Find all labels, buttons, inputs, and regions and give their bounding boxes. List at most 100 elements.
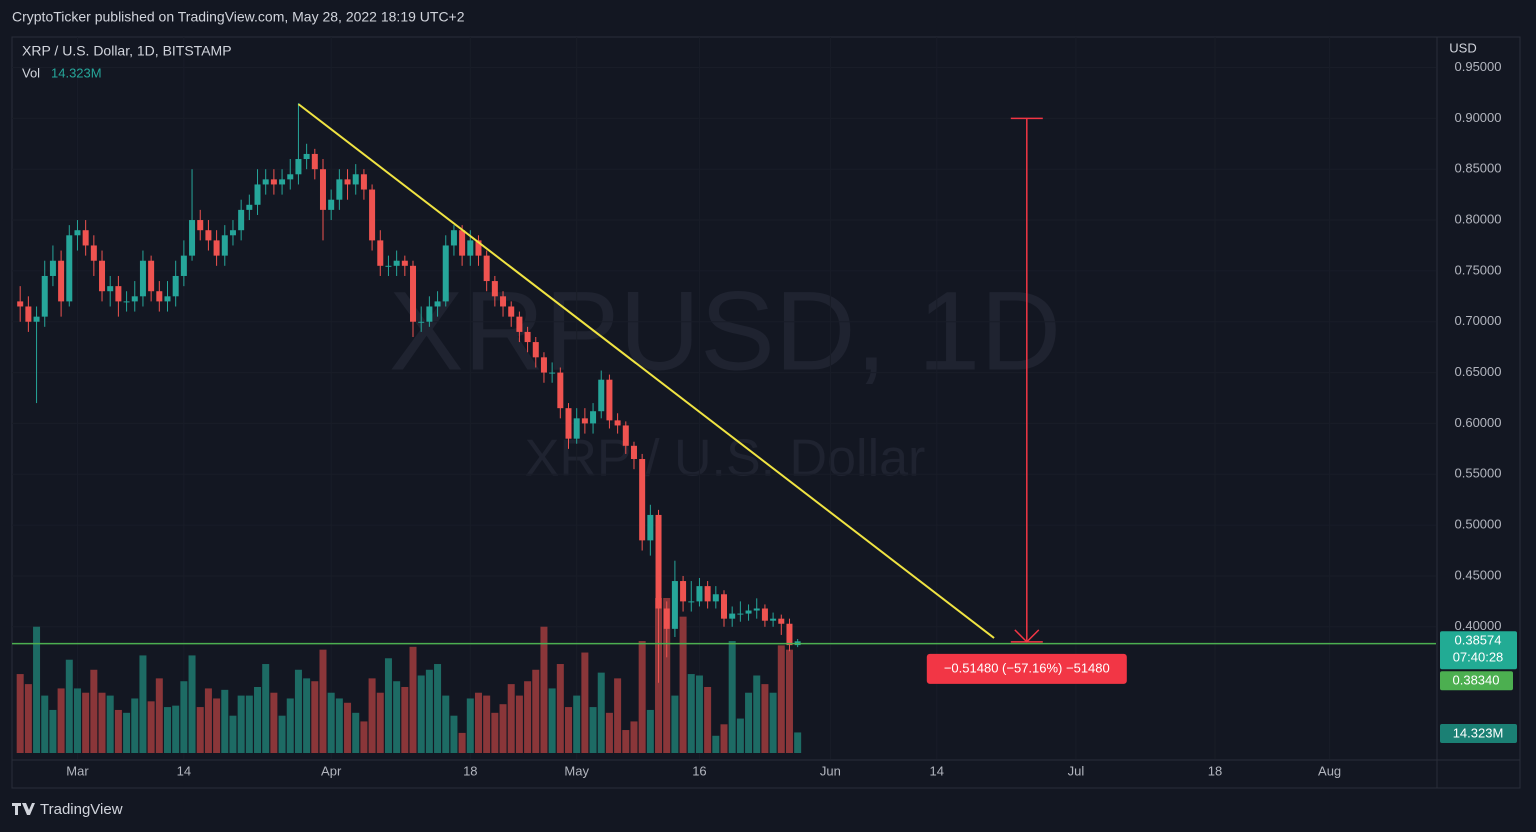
footer-brand: TradingView (40, 801, 123, 818)
candle-body (622, 425, 629, 446)
candle-body (33, 316, 40, 322)
candle-body (606, 379, 613, 421)
candle-body (49, 260, 56, 276)
candle-body (540, 357, 547, 373)
x-tick-label: May (564, 763, 589, 778)
candle-body (532, 342, 539, 358)
candle-body (753, 608, 760, 611)
volume-bar (368, 678, 376, 753)
volume-bar (589, 707, 597, 753)
volume-bar (458, 732, 466, 753)
volume-bar (646, 709, 654, 753)
candle-body (442, 245, 449, 302)
volume-bar (254, 686, 262, 753)
candle-body (279, 179, 286, 185)
x-tick-label: Jul (1068, 763, 1085, 778)
volume-bar (474, 692, 482, 753)
volume-bar (425, 669, 433, 753)
volume-bar (90, 669, 98, 753)
volume-bar (442, 695, 450, 753)
volume-bar (712, 735, 720, 753)
candle-body (213, 240, 220, 256)
volume-bar (753, 675, 761, 753)
volume-bar (172, 705, 180, 753)
y-tick-label: 0.80000 (1455, 211, 1502, 226)
candle-body (761, 608, 768, 621)
candle-body (82, 230, 89, 246)
candle-body (41, 275, 48, 317)
candle-body (197, 220, 204, 231)
y-tick-label: 0.50000 (1455, 517, 1502, 532)
volume-bar (745, 692, 753, 753)
candle-body (17, 301, 24, 307)
candle-body (287, 174, 294, 180)
x-tick-label: 14 (177, 763, 191, 778)
last-price-badge (1440, 631, 1517, 670)
candle-body (295, 159, 302, 175)
volume-bar (123, 712, 131, 753)
candle-body (786, 623, 793, 646)
volume-bar (483, 695, 491, 753)
candle-body (66, 235, 73, 302)
volume-bar (139, 655, 147, 753)
candle-body (319, 169, 326, 210)
volume-bar (352, 712, 360, 753)
candle-body (590, 411, 597, 424)
candle-body (189, 220, 196, 256)
measure-label: −0.51480 (−57.16%) −51480 (944, 660, 1110, 675)
volume-bar (736, 718, 744, 753)
volume-bar (73, 688, 81, 753)
volume-bar (769, 692, 777, 753)
volume-bar (401, 686, 409, 753)
volume-bar (49, 709, 57, 753)
volume-bar (294, 669, 302, 753)
volume-bar (499, 704, 507, 753)
candle-body (704, 586, 711, 602)
candle-body (459, 230, 466, 256)
y-tick-label: 0.65000 (1455, 364, 1502, 379)
candle-body (238, 209, 245, 231)
volume-bar (376, 692, 384, 753)
volume-bar (106, 695, 114, 753)
x-tick-label: Apr (321, 763, 342, 778)
volume-bar (605, 712, 613, 753)
candle-body (156, 291, 163, 302)
volume-bar (532, 669, 540, 753)
candle-body (90, 245, 97, 261)
candle-body (516, 316, 523, 332)
price-unit: USD (1449, 40, 1476, 55)
candle-body (393, 260, 400, 266)
candle-body (663, 608, 670, 629)
volume-bar (131, 698, 139, 753)
volume-bar (622, 730, 630, 753)
volume-bar (221, 689, 229, 753)
x-tick-label: 18 (1208, 763, 1222, 778)
volume-bar (785, 649, 793, 753)
candle-body (270, 179, 277, 185)
volume-bar (466, 698, 474, 753)
volume-bar (270, 692, 278, 753)
axes: 0.95000 0.90000 0.85000 0.80000 0.75000 0.700… (66, 59, 1501, 778)
candle-body (58, 260, 65, 302)
grid (12, 37, 1436, 759)
x-tick-label: Jun (820, 763, 841, 778)
publisher-line: CryptoTicker published on TradingView.co… (12, 9, 465, 25)
volume-bar (16, 674, 24, 753)
candle-body (614, 420, 621, 426)
volume-bar (728, 641, 736, 753)
candle-body (401, 260, 408, 266)
volume-bar (663, 598, 671, 753)
measure-label-box (926, 653, 1127, 684)
volume-bar (393, 681, 401, 753)
volume-bar (540, 626, 548, 753)
y-tick-label: 0.55000 (1455, 466, 1502, 481)
candle-body (491, 281, 498, 297)
volume-bar (196, 707, 204, 753)
candle-body (696, 586, 703, 602)
candle-body (254, 184, 261, 205)
volume-bar (262, 664, 270, 753)
volume-bar (565, 707, 573, 753)
candle-body (229, 230, 236, 236)
